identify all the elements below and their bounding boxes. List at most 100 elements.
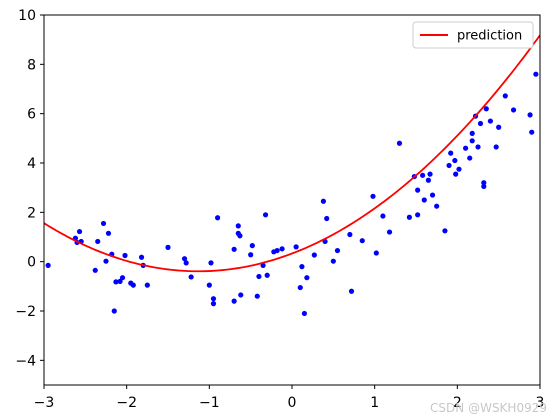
data-point bbox=[359, 238, 365, 244]
data-point bbox=[311, 252, 317, 258]
data-point bbox=[215, 215, 221, 221]
x-tick-label: −2 bbox=[116, 395, 137, 411]
data-point bbox=[299, 264, 305, 270]
data-point bbox=[92, 267, 98, 273]
data-point bbox=[446, 162, 452, 169]
data-point bbox=[483, 106, 489, 112]
data-point bbox=[415, 212, 421, 218]
scatter-points bbox=[45, 71, 539, 317]
data-point bbox=[293, 244, 299, 250]
data-point bbox=[95, 238, 101, 245]
data-point bbox=[144, 282, 150, 288]
y-tick-label: −4 bbox=[15, 353, 36, 369]
data-point bbox=[475, 144, 481, 150]
data-point bbox=[496, 124, 502, 130]
data-point bbox=[237, 233, 243, 239]
data-point bbox=[427, 171, 433, 177]
data-point bbox=[105, 230, 112, 236]
data-point bbox=[210, 301, 217, 307]
data-point bbox=[249, 243, 255, 249]
data-point bbox=[231, 246, 237, 252]
data-point bbox=[493, 144, 499, 150]
data-point bbox=[301, 310, 307, 317]
data-point bbox=[502, 93, 508, 99]
data-point bbox=[165, 244, 171, 250]
data-point bbox=[469, 138, 475, 144]
data-point bbox=[264, 272, 270, 278]
x-tick-label: −3 bbox=[34, 395, 55, 411]
data-point bbox=[188, 274, 194, 280]
data-point bbox=[297, 284, 303, 291]
legend-label-prediction: prediction bbox=[457, 29, 522, 44]
data-point bbox=[279, 246, 285, 252]
x-tick-label: 0 bbox=[288, 395, 297, 411]
data-point bbox=[406, 214, 412, 220]
data-point bbox=[425, 177, 431, 183]
legend-box bbox=[412, 21, 534, 49]
data-point bbox=[481, 180, 487, 186]
data-point bbox=[448, 150, 454, 156]
data-point bbox=[262, 212, 269, 218]
x-tick-label: 3 bbox=[536, 395, 545, 411]
data-point bbox=[231, 298, 237, 304]
data-point bbox=[183, 260, 189, 266]
data-point bbox=[373, 250, 379, 256]
data-point bbox=[235, 223, 241, 229]
legend: prediction bbox=[412, 21, 534, 49]
data-point bbox=[456, 166, 462, 172]
x-tick-label: −1 bbox=[199, 395, 220, 411]
data-point bbox=[113, 279, 119, 285]
data-point bbox=[254, 293, 260, 299]
data-point bbox=[248, 252, 254, 258]
x-tick-label: 1 bbox=[370, 395, 379, 411]
data-point bbox=[370, 193, 376, 199]
data-point bbox=[481, 183, 487, 190]
data-point bbox=[100, 220, 107, 227]
data-point bbox=[324, 215, 330, 222]
data-point bbox=[529, 129, 535, 135]
data-point bbox=[487, 118, 493, 124]
y-tick-label: 0 bbox=[27, 255, 36, 271]
data-point bbox=[274, 247, 280, 254]
data-point bbox=[138, 254, 145, 260]
data-point bbox=[256, 273, 262, 280]
data-point bbox=[420, 172, 426, 178]
data-point bbox=[210, 296, 217, 302]
x-tick-label: 2 bbox=[453, 395, 462, 411]
data-point bbox=[467, 155, 473, 161]
data-point bbox=[386, 229, 393, 235]
data-point bbox=[111, 308, 117, 314]
data-point bbox=[452, 157, 458, 164]
prediction-line bbox=[44, 34, 540, 273]
data-point bbox=[380, 213, 386, 219]
data-point bbox=[429, 192, 436, 198]
data-point bbox=[330, 258, 336, 264]
data-point bbox=[119, 275, 126, 281]
data-point bbox=[130, 282, 136, 288]
y-tick-label: 6 bbox=[27, 107, 36, 123]
data-point bbox=[334, 247, 341, 254]
data-point bbox=[304, 275, 310, 281]
watermark: CSDN @WSKH0929 bbox=[430, 401, 547, 415]
data-point bbox=[453, 171, 459, 177]
axis-ticks: −3 −2 −1 0 1 2 3 −4 −2 0 2 4 6 8 10 bbox=[15, 8, 544, 411]
data-point bbox=[477, 120, 484, 127]
data-point bbox=[348, 288, 355, 294]
data-point bbox=[533, 71, 539, 77]
y-tick-label: 8 bbox=[27, 57, 36, 73]
y-tick-label: 4 bbox=[27, 156, 36, 172]
data-point bbox=[103, 258, 109, 264]
data-point bbox=[469, 130, 475, 136]
y-tick-label: 10 bbox=[18, 8, 36, 24]
data-point bbox=[238, 292, 244, 298]
data-point bbox=[208, 260, 214, 266]
data-point bbox=[320, 198, 327, 204]
data-point bbox=[442, 228, 448, 234]
data-point bbox=[421, 197, 427, 203]
data-point bbox=[527, 112, 533, 118]
data-point bbox=[510, 107, 517, 113]
data-point bbox=[45, 262, 51, 268]
prediction-line-layer bbox=[44, 34, 540, 273]
data-point bbox=[463, 145, 469, 151]
